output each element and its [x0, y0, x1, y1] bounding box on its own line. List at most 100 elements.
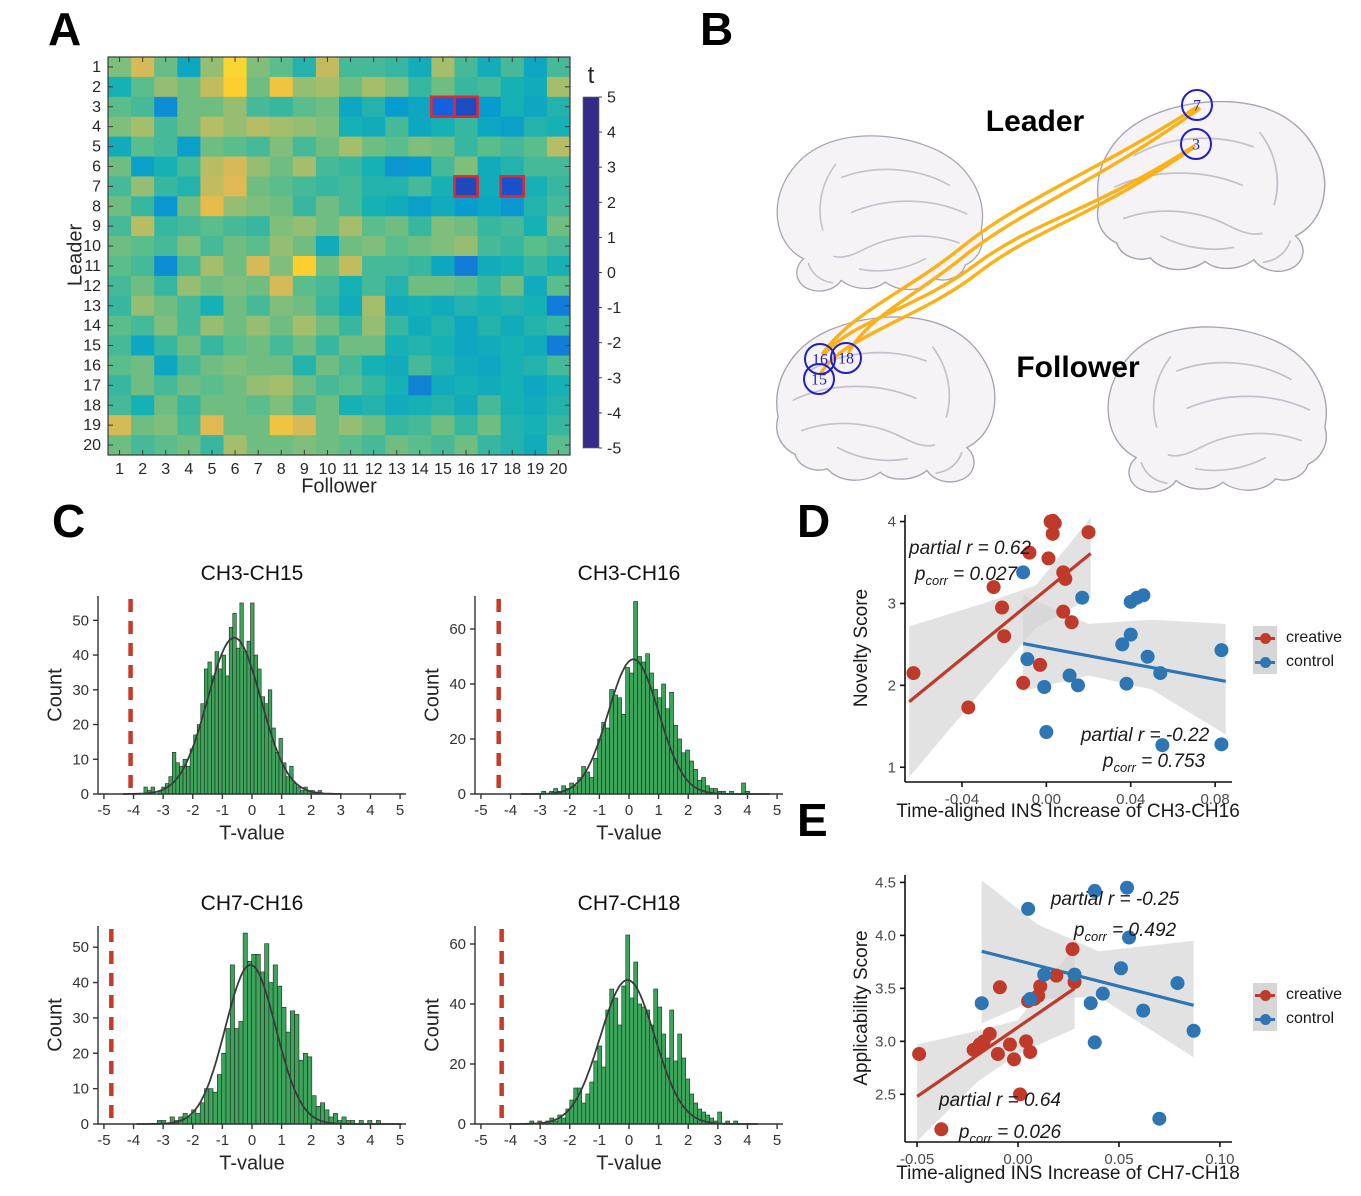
svg-text:-4: -4 — [504, 802, 517, 819]
panel-e-label: E — [797, 794, 828, 846]
svg-text:2.5: 2.5 — [875, 1086, 896, 1103]
svg-text:20: 20 — [449, 1056, 466, 1073]
svg-text:3.0: 3.0 — [875, 1033, 896, 1050]
scatter-e-ylabel: Applicability Score — [851, 930, 872, 1086]
svg-text:6: 6 — [231, 461, 240, 478]
svg-text:50: 50 — [72, 939, 89, 956]
histogram-title: CH7-CH18 — [577, 892, 681, 915]
svg-text:3: 3 — [92, 99, 101, 116]
regression-line-control — [1022, 642, 1226, 683]
svg-text:-3: -3 — [156, 1132, 169, 1149]
svg-text:-5: -5 — [97, 1132, 110, 1149]
scatter-novelty: 1 2 3 4 -0.04 0.00 0.04 0.08 — [888, 513, 1232, 808]
svg-text:4: 4 — [743, 802, 751, 819]
svg-text:4.5: 4.5 — [875, 874, 896, 891]
svg-text:2: 2 — [92, 79, 101, 96]
brain-follower-right — [1107, 326, 1327, 493]
normal-curve — [509, 979, 758, 1125]
regression-line-creative — [916, 987, 1076, 1098]
panel-a-label: A — [48, 3, 82, 55]
svg-text:40: 40 — [72, 647, 89, 664]
svg-text:0.08: 0.08 — [1201, 791, 1230, 808]
heatmap-tick-labels: 1 2 3 4 5 6 7 8 9 10 11 12 13 14 15 16 17 18 19 20123456789… — [83, 59, 567, 478]
heatmap-ylabel: Leader — [64, 223, 87, 287]
svg-text:-4: -4 — [127, 802, 140, 819]
scatter-axes — [904, 515, 1232, 783]
svg-text:8: 8 — [92, 198, 101, 215]
svg-text:0: 0 — [458, 1116, 466, 1133]
colorbar: 5 4 3 2 1 0 -1 -2 -3 -4 -5 — [582, 90, 621, 458]
histogram-tick-labels: 0 20 40 60 -5 -4 -3 -2 -1 0 1 2 3 4 5 — [449, 936, 781, 1149]
scatter-e-xlabel: Time-aligned INS Increase of CH7-CH18 — [896, 1163, 1240, 1184]
svg-text:19: 19 — [83, 417, 101, 434]
svg-text:8: 8 — [277, 461, 286, 478]
svg-text:0: 0 — [81, 1116, 89, 1133]
annotation-pcorr-creative: pcorr = 0.026 — [958, 1122, 1062, 1146]
histogram-ylabel: Count — [44, 668, 67, 722]
svg-text:10: 10 — [319, 461, 337, 478]
legend-key-control — [1253, 650, 1277, 674]
leader-label: Leader — [985, 105, 1085, 138]
svg-text:9: 9 — [92, 218, 101, 235]
histogram-ylabel: Count — [44, 998, 67, 1052]
svg-text:40: 40 — [449, 676, 466, 693]
panel-d-label: D — [797, 495, 831, 547]
svg-text:2: 2 — [684, 1132, 692, 1149]
histogram-tick-labels: 0 10 20 30 40 50 -5 -4 -3 -2 -1 0 1 2 3 4 5 — [72, 612, 404, 819]
histogram-bars — [529, 934, 738, 1125]
svg-text:0.04: 0.04 — [1116, 791, 1145, 808]
svg-text:12: 12 — [365, 461, 383, 478]
heatmap-ticks — [108, 57, 570, 455]
svg-text:2: 2 — [307, 802, 315, 819]
points-creative — [906, 513, 1096, 715]
band-creative — [909, 517, 1091, 778]
band-control — [1023, 595, 1226, 735]
svg-text:1: 1 — [654, 802, 662, 819]
svg-text:10: 10 — [72, 1081, 89, 1098]
legend-label: creative — [1286, 629, 1343, 646]
annotation-partial-r-creative: partial r = 0.64 — [939, 1090, 1061, 1111]
svg-text:4: 4 — [888, 514, 896, 531]
svg-text:12: 12 — [83, 278, 101, 295]
svg-text:3: 3 — [607, 160, 616, 177]
svg-text:5: 5 — [207, 461, 216, 478]
svg-text:2: 2 — [138, 461, 147, 478]
svg-text:14: 14 — [83, 318, 101, 335]
legend-label: control — [1286, 1010, 1335, 1027]
svg-text:-3: -3 — [607, 370, 621, 387]
svg-text:10: 10 — [83, 238, 101, 255]
svg-text:-2: -2 — [563, 802, 576, 819]
svg-text:-3: -3 — [533, 1132, 546, 1149]
svg-text:1: 1 — [115, 461, 124, 478]
svg-text:1: 1 — [92, 59, 101, 76]
svg-text:5: 5 — [773, 1132, 781, 1149]
svg-text:0.00: 0.00 — [1003, 1151, 1032, 1168]
svg-text:16: 16 — [812, 352, 828, 369]
scatter-tick-labels: 1 2 3 4 -0.04 0.00 0.04 0.08 — [888, 514, 1230, 808]
svg-text:-5: -5 — [97, 802, 110, 819]
svg-text:20: 20 — [72, 717, 89, 734]
svg-text:1: 1 — [277, 1132, 285, 1149]
histogram-ylabel: Count — [421, 998, 444, 1052]
svg-text:11: 11 — [84, 258, 101, 275]
histogram-xlabel: T-value — [596, 822, 662, 845]
panel-b-label: B — [700, 3, 734, 55]
svg-text:13: 13 — [83, 298, 101, 315]
legend-label: creative — [1286, 986, 1343, 1003]
brain-leader-left — [776, 135, 984, 292]
histogram-title: CH7-CH16 — [200, 892, 304, 915]
svg-text:4: 4 — [184, 461, 193, 478]
svg-text:2: 2 — [684, 802, 692, 819]
channel-markers: 3 7 15 16 18 — [803, 89, 1213, 395]
svg-text:3: 3 — [888, 595, 896, 612]
histogram-ch7-ch16: 0 10 20 30 40 50 -5 -4 -3 -2 -1 0 1 2 3 4 5 — [72, 926, 406, 1149]
svg-text:3: 3 — [337, 802, 345, 819]
svg-text:19: 19 — [526, 461, 544, 478]
heatmap-cells — [108, 57, 571, 456]
svg-text:0.00: 0.00 — [1032, 791, 1061, 808]
histogram-bars — [541, 601, 750, 795]
histogram-bars — [156, 932, 381, 1125]
svg-text:5: 5 — [92, 139, 101, 156]
svg-text:4.0: 4.0 — [875, 927, 896, 944]
legend-item-control: control — [1253, 650, 1342, 674]
